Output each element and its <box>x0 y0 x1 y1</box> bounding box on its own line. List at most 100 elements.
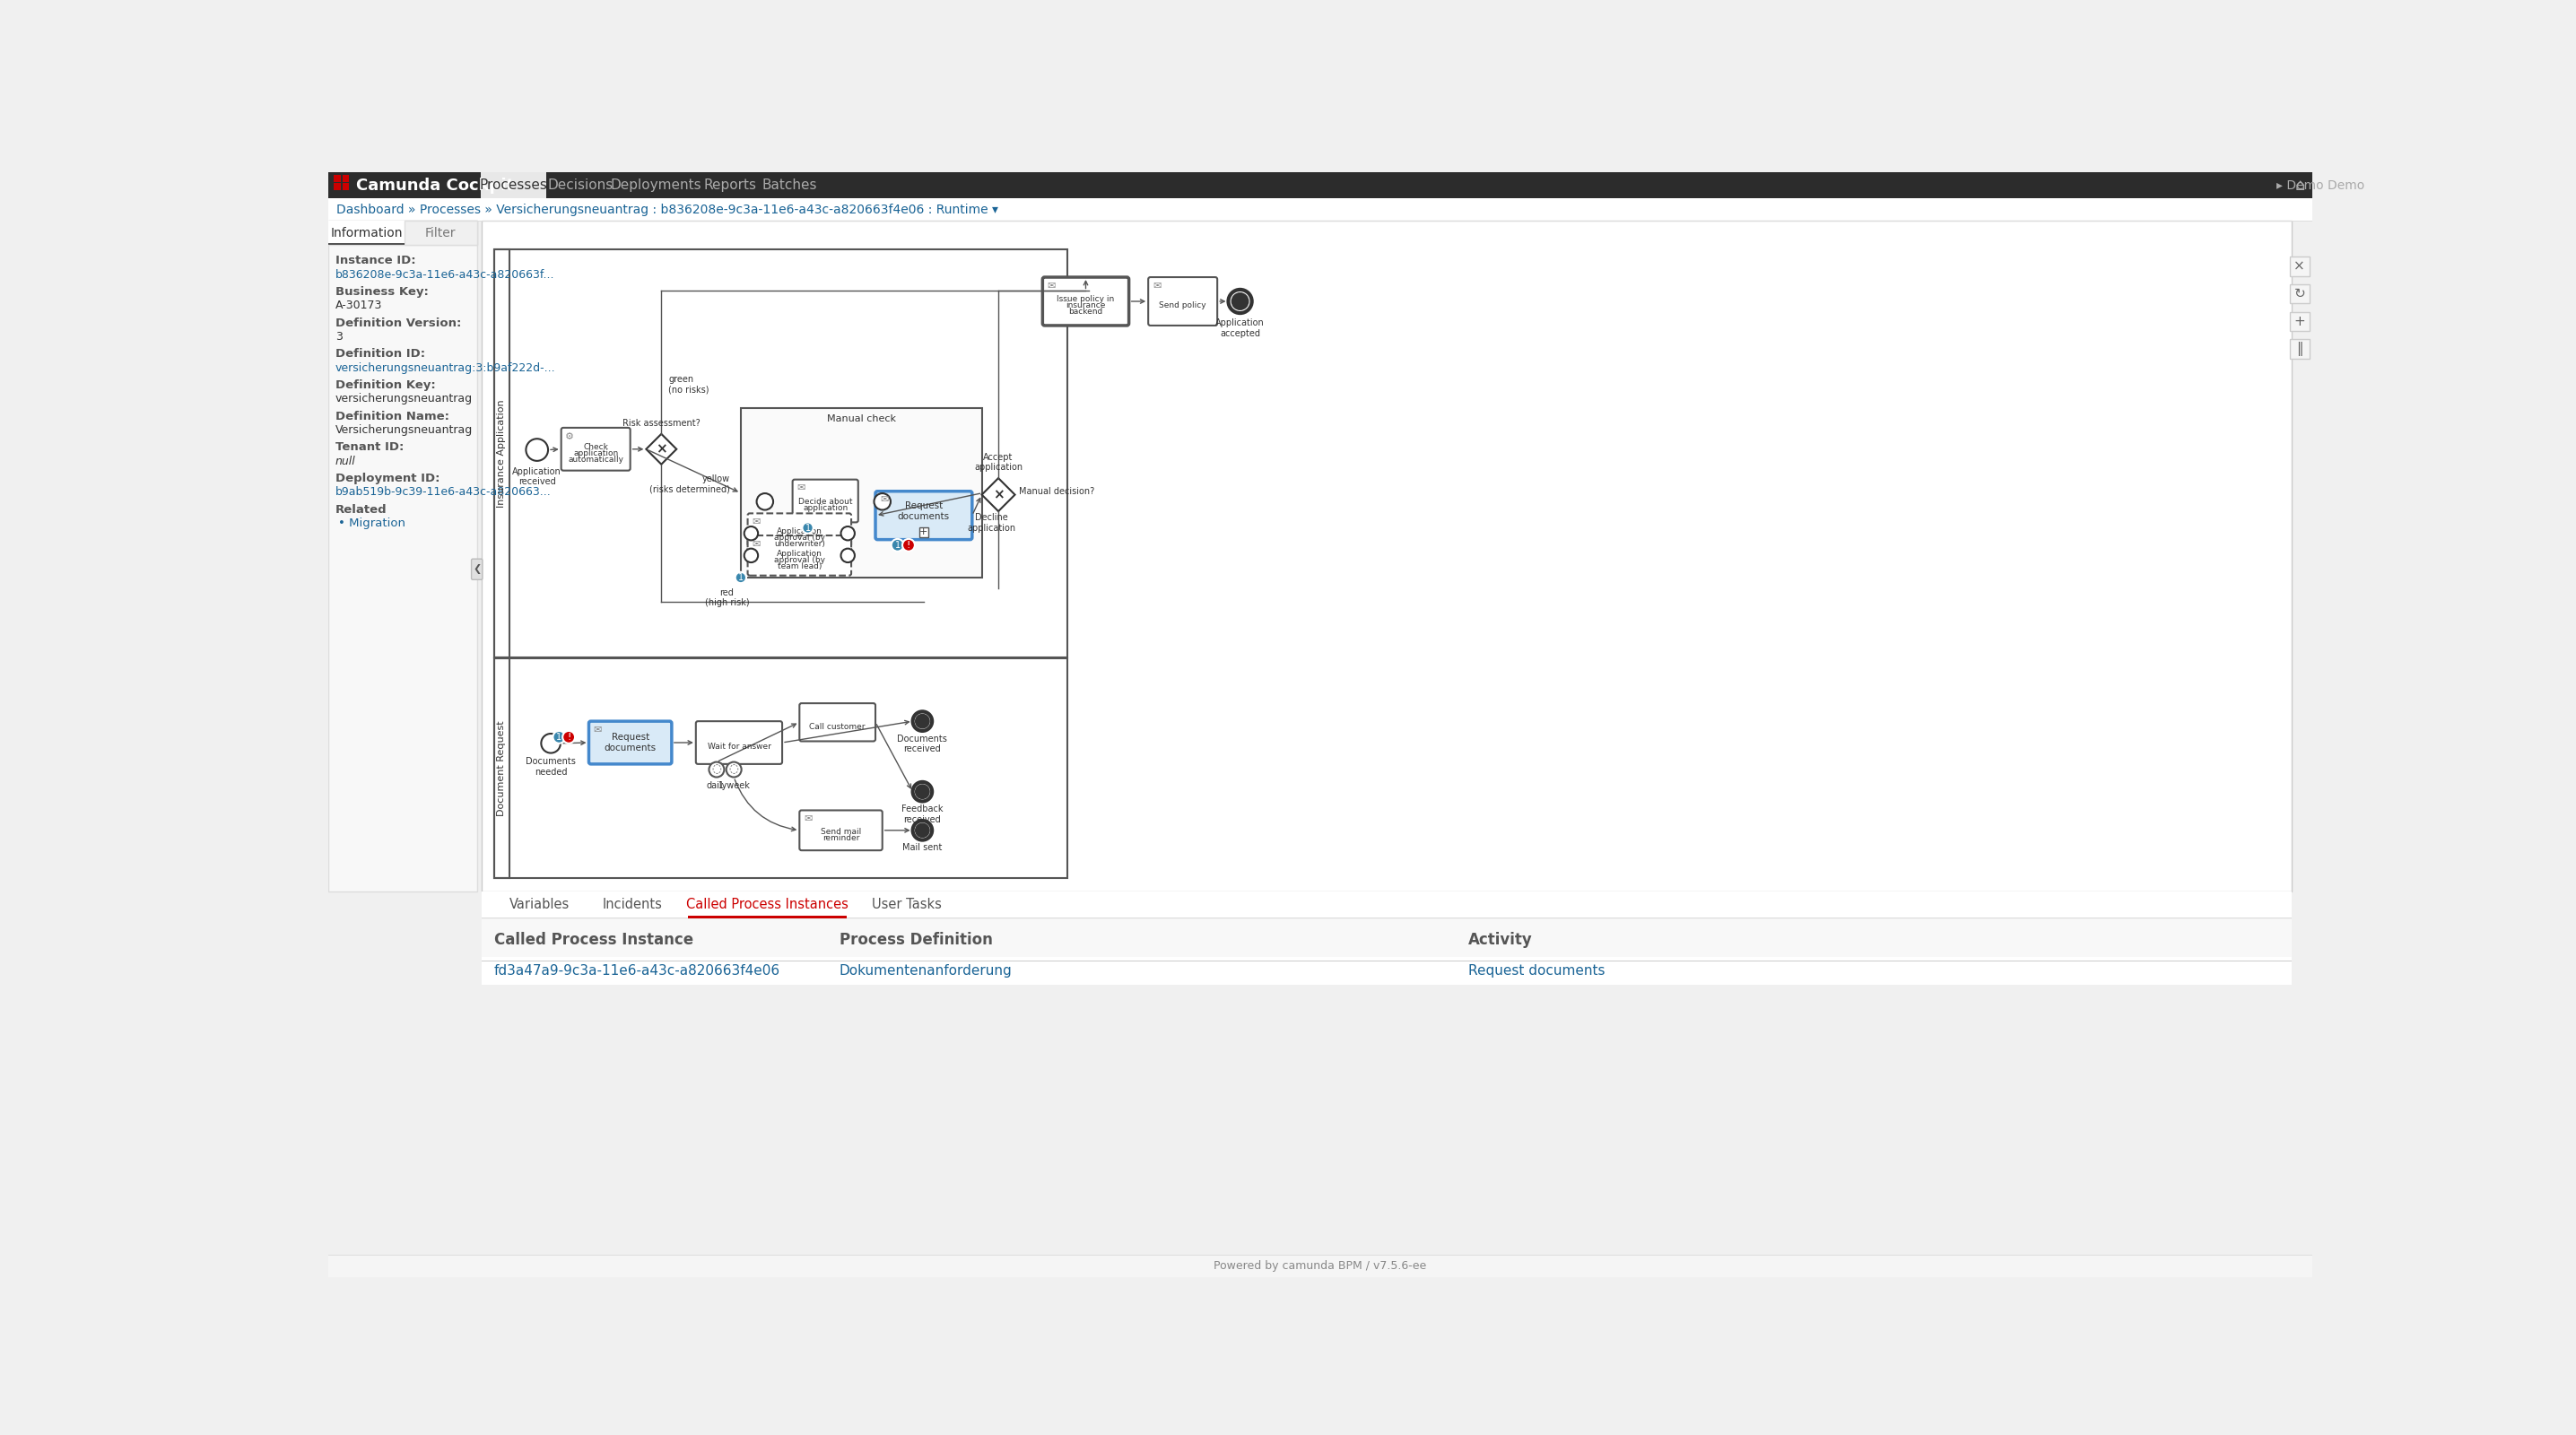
Bar <box>479 172 546 198</box>
FancyBboxPatch shape <box>747 514 850 554</box>
Text: Issue policy in: Issue policy in <box>1056 296 1115 304</box>
Text: +: + <box>920 528 927 537</box>
Text: yellow
(risks determined): yellow (risks determined) <box>649 475 732 494</box>
Circle shape <box>541 733 562 753</box>
Bar <box>343 184 350 191</box>
Text: Documents
received: Documents received <box>896 735 948 753</box>
Text: Called Process Instances: Called Process Instances <box>685 898 848 911</box>
Bar <box>2290 311 2308 331</box>
Text: Related: Related <box>335 504 386 515</box>
Text: reminder: reminder <box>822 834 860 842</box>
Circle shape <box>526 439 549 461</box>
Text: • Migration: • Migration <box>337 518 404 530</box>
Text: A-30173: A-30173 <box>335 300 381 311</box>
Text: team lead): team lead) <box>778 563 822 570</box>
Text: Request
documents: Request documents <box>605 733 657 752</box>
Bar <box>495 250 510 657</box>
Text: 3: 3 <box>335 331 343 343</box>
Text: Documents
needed: Documents needed <box>526 758 577 776</box>
Text: ✉: ✉ <box>796 484 806 492</box>
Text: Dokumentenanforderung: Dokumentenanforderung <box>840 964 1012 977</box>
Text: ◌: ◌ <box>729 763 739 775</box>
Text: Definition Name:: Definition Name: <box>335 410 448 422</box>
Text: ↻: ↻ <box>2293 287 2306 300</box>
FancyBboxPatch shape <box>799 811 884 851</box>
Text: application: application <box>574 449 618 458</box>
FancyBboxPatch shape <box>590 722 672 763</box>
Bar <box>330 198 2313 221</box>
Text: Decide about: Decide about <box>799 498 853 507</box>
Text: red
(high risk): red (high risk) <box>706 588 750 607</box>
Bar <box>495 659 1066 878</box>
Text: Accept
application: Accept application <box>974 452 1023 472</box>
Text: Wait for answer: Wait for answer <box>708 743 770 751</box>
Circle shape <box>708 762 724 778</box>
Text: 1: 1 <box>737 573 744 583</box>
Text: 1: 1 <box>804 524 811 532</box>
Text: Send mail: Send mail <box>822 828 860 835</box>
Text: Manual check: Manual check <box>827 413 896 423</box>
Text: Reports: Reports <box>703 178 757 192</box>
Text: Application: Application <box>775 550 822 558</box>
Text: Application
received: Application received <box>513 466 562 486</box>
Text: Versicherungsneuantrag: Versicherungsneuantrag <box>335 425 474 436</box>
Text: !: ! <box>567 733 572 742</box>
Circle shape <box>914 824 930 837</box>
Text: Mail sent: Mail sent <box>902 844 943 852</box>
Text: ▸ Demo Demo: ▸ Demo Demo <box>2277 179 2365 192</box>
Circle shape <box>1231 293 1249 310</box>
Text: ◌: ◌ <box>711 763 721 775</box>
Bar <box>2290 284 2308 303</box>
Text: Activity: Activity <box>1468 933 1533 949</box>
Text: ✉: ✉ <box>1046 281 1056 290</box>
Polygon shape <box>647 433 677 465</box>
Text: ‖: ‖ <box>2295 342 2303 356</box>
Text: 1: 1 <box>894 541 899 550</box>
Circle shape <box>554 730 564 743</box>
Text: ✉: ✉ <box>1151 281 1162 290</box>
Text: !: ! <box>907 541 909 550</box>
Text: approval (by: approval (by <box>773 534 824 542</box>
Bar <box>495 250 1066 657</box>
Text: Instance ID:: Instance ID: <box>335 255 415 267</box>
Bar <box>335 175 340 182</box>
Polygon shape <box>981 478 1015 511</box>
Text: Application
accepted: Application accepted <box>1216 319 1265 339</box>
Text: Send policy: Send policy <box>1159 301 1206 310</box>
Bar <box>335 184 340 191</box>
Text: ✉: ✉ <box>592 725 600 735</box>
Circle shape <box>891 540 904 551</box>
Circle shape <box>734 573 747 583</box>
Text: Application: Application <box>775 528 822 535</box>
Text: fd3a47a9-9c3a-11e6-a43c-a820663f4e06: fd3a47a9-9c3a-11e6-a43c-a820663f4e06 <box>495 964 781 977</box>
Bar <box>742 409 981 577</box>
FancyBboxPatch shape <box>793 479 858 522</box>
Text: ⚙: ⚙ <box>564 432 574 441</box>
Text: underwriter): underwriter) <box>773 540 824 548</box>
FancyBboxPatch shape <box>1149 277 1218 326</box>
Text: Variables: Variables <box>510 898 569 911</box>
Text: Request
documents: Request documents <box>896 502 951 521</box>
FancyBboxPatch shape <box>747 535 850 575</box>
Circle shape <box>562 730 574 743</box>
Text: Deployments: Deployments <box>611 178 701 192</box>
Text: Batches: Batches <box>762 178 817 192</box>
FancyBboxPatch shape <box>876 491 971 540</box>
Bar <box>404 221 477 245</box>
Text: Decline
application: Decline application <box>966 514 1015 532</box>
Text: User Tasks: User Tasks <box>871 898 943 911</box>
Text: +: + <box>2293 314 2306 329</box>
Text: Called Process Instance: Called Process Instance <box>495 933 693 949</box>
Bar <box>330 221 477 891</box>
Text: Definition Version:: Definition Version: <box>335 317 461 329</box>
Text: ❮: ❮ <box>474 564 482 574</box>
Text: b836208e-9c3a-11e6-a43c-a820663f...: b836208e-9c3a-11e6-a43c-a820663f... <box>335 268 554 281</box>
Text: Check: Check <box>582 443 608 452</box>
Text: green
(no risks): green (no risks) <box>667 375 708 395</box>
FancyBboxPatch shape <box>562 428 631 471</box>
Text: Insurance Application: Insurance Application <box>497 399 507 508</box>
Text: daily: daily <box>706 781 726 791</box>
Circle shape <box>873 494 891 509</box>
Text: ✉: ✉ <box>804 815 811 824</box>
FancyBboxPatch shape <box>696 722 783 763</box>
